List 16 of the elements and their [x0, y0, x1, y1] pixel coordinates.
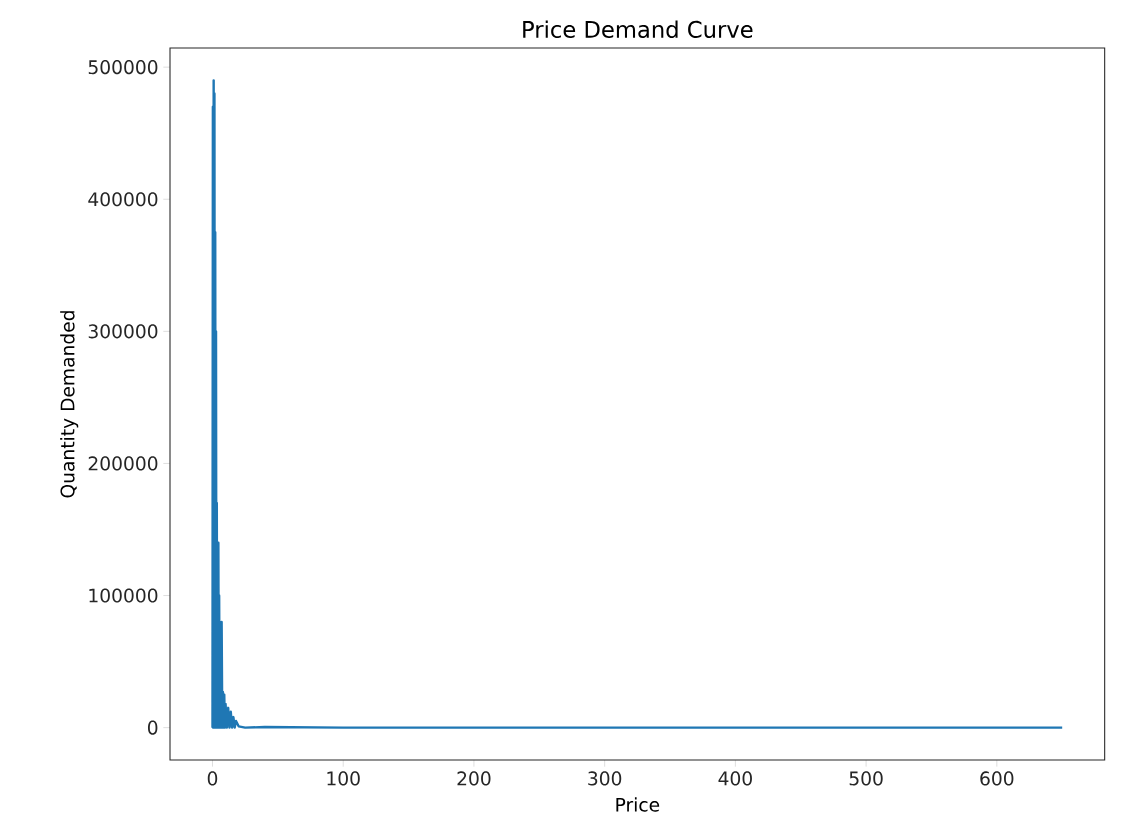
- chart-title: Price Demand Curve: [523, 20, 753, 38]
- y-tick-label: 0: [147, 720, 158, 735]
- x-tick-label: 200: [457, 771, 491, 786]
- x-tick-label: 0: [207, 771, 218, 786]
- x-tick-label: 400: [718, 771, 752, 786]
- x-axis-title: Price: [616, 797, 660, 812]
- y-tick-label: 100000: [89, 588, 158, 603]
- x-tick-label: 500: [849, 771, 883, 786]
- x-tick-label: 600: [980, 771, 1014, 786]
- x-tick-label: 300: [588, 771, 622, 786]
- y-tick-label: 200000: [88, 456, 158, 471]
- y-axis-title: Quantity Demanded: [60, 311, 79, 498]
- x-tick-label: 100: [327, 771, 360, 786]
- y-tick-label: 400000: [88, 192, 158, 207]
- y-tick-label: 500000: [88, 60, 158, 75]
- y-tick-label: 300000: [88, 324, 158, 339]
